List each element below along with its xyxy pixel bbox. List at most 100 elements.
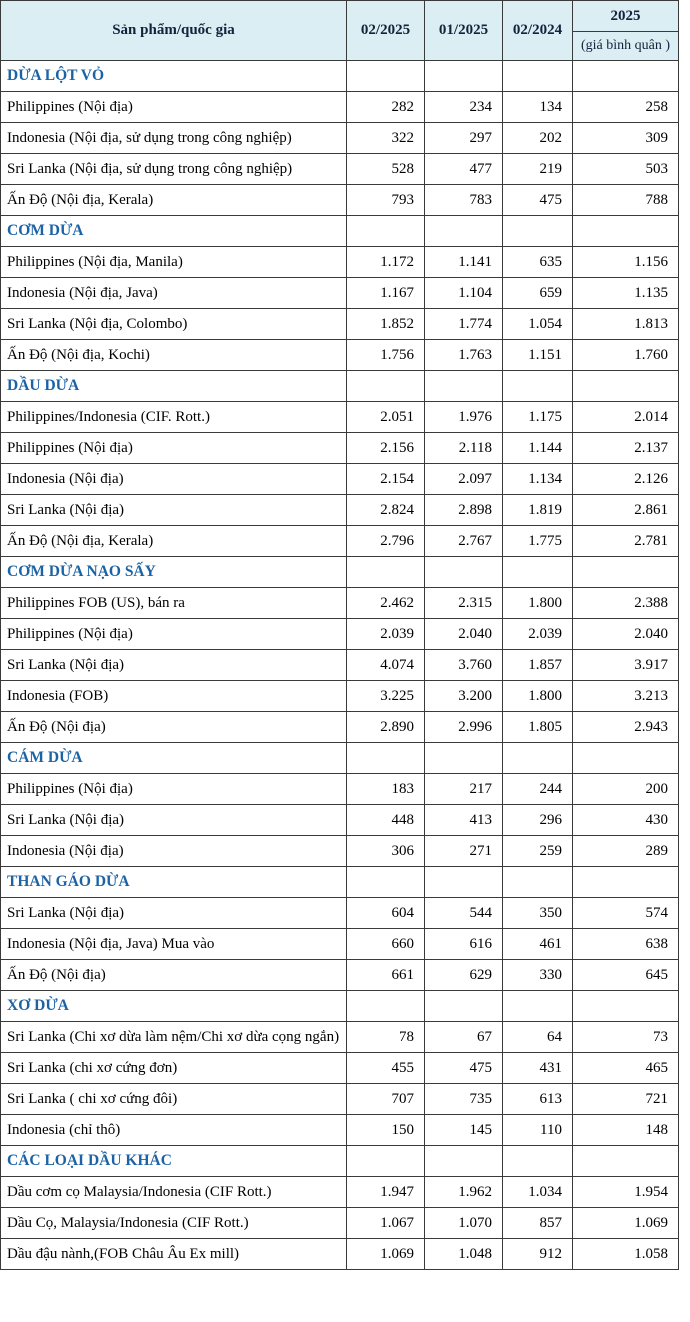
value-cell: 234 [424, 91, 503, 123]
value-cell: 3.225 [346, 680, 425, 712]
empty-cell [346, 990, 425, 1022]
value-cell: 1.800 [502, 680, 573, 712]
section-header-row: DỪA LỘT VỎ [0, 60, 679, 92]
value-cell: 1.104 [424, 277, 503, 309]
value-cell: 306 [346, 835, 425, 867]
value-cell: 544 [424, 897, 503, 929]
value-cell: 430 [572, 804, 679, 836]
value-cell: 64 [502, 1021, 573, 1053]
empty-cell [572, 1145, 679, 1177]
value-cell: 2.388 [572, 587, 679, 619]
table-row: Philippines/Indonesia (CIF. Rott.) 2.051 1… [0, 401, 679, 433]
section-title: DẦU DỪA [0, 370, 347, 402]
value-cell: 2.824 [346, 494, 425, 526]
value-cell: 1.756 [346, 339, 425, 371]
value-cell: 477 [424, 153, 503, 185]
product-label: Ấn Độ (Nội địa) [0, 711, 347, 743]
empty-cell [346, 556, 425, 588]
table-row: Dầu đậu nành,(FOB Châu Âu Ex mill) 1.069 1… [0, 1238, 679, 1270]
value-cell: 1.774 [424, 308, 503, 340]
table-row: Ấn Độ (Nội địa) 661 629 330 645 [0, 959, 679, 991]
value-cell: 2.051 [346, 401, 425, 433]
value-cell: 2.315 [424, 587, 503, 619]
header-average-label: (giá bình quân ) [572, 31, 679, 61]
product-label: Sri Lanka (Nội địa) [0, 494, 347, 526]
empty-cell [424, 742, 503, 774]
value-cell: 1.962 [424, 1176, 503, 1208]
product-label: Indonesia (Nội địa, sử dụng trong công n… [0, 122, 347, 154]
value-cell: 3.760 [424, 649, 503, 681]
header-product-column: Sản phẩm/quốc gia [0, 0, 347, 61]
value-cell: 707 [346, 1083, 425, 1115]
value-cell: 475 [502, 184, 573, 216]
value-cell: 330 [502, 959, 573, 991]
value-cell: 217 [424, 773, 503, 805]
table-row: Philippines FOB (US), bán ra 2.462 2.315 1.… [0, 587, 679, 619]
empty-cell [346, 1145, 425, 1177]
section-header-row: DẦU DỪA [0, 370, 679, 402]
table-body: DỪA LỘT VỎ Philippines (Nội địa) 282 234 134… [0, 60, 679, 1270]
value-cell: 1.135 [572, 277, 679, 309]
product-label: Philippines/Indonesia (CIF. Rott.) [0, 401, 347, 433]
value-cell: 1.167 [346, 277, 425, 309]
empty-cell [424, 1145, 503, 1177]
value-cell: 1.763 [424, 339, 503, 371]
table-row: Indonesia (Nội địa) 306 271 259 289 [0, 835, 679, 867]
product-label: Sri Lanka (Nội địa, sử dụng trong công n… [0, 153, 347, 185]
empty-cell [424, 60, 503, 92]
value-cell: 219 [502, 153, 573, 185]
value-cell: 78 [346, 1021, 425, 1053]
value-cell: 645 [572, 959, 679, 991]
value-cell: 448 [346, 804, 425, 836]
value-cell: 1.151 [502, 339, 573, 371]
table-row: Sri Lanka (Nội địa, Colombo) 1.852 1.774 1.… [0, 308, 679, 340]
value-cell: 2.890 [346, 711, 425, 743]
value-cell: 2.898 [424, 494, 503, 526]
value-cell: 721 [572, 1083, 679, 1115]
value-cell: 783 [424, 184, 503, 216]
value-cell: 616 [424, 928, 503, 960]
value-cell: 660 [346, 928, 425, 960]
value-cell: 1.819 [502, 494, 573, 526]
empty-cell [346, 866, 425, 898]
value-cell: 1.141 [424, 246, 503, 278]
value-cell: 413 [424, 804, 503, 836]
product-label: Philippines (Nội địa) [0, 773, 347, 805]
section-title: CÁC LOẠI DẦU KHÁC [0, 1145, 347, 1177]
value-cell: 2.137 [572, 432, 679, 464]
empty-cell [572, 556, 679, 588]
value-cell: 1.947 [346, 1176, 425, 1208]
value-cell: 1.175 [502, 401, 573, 433]
value-cell: 2.039 [502, 618, 573, 650]
empty-cell [424, 370, 503, 402]
value-cell: 1.800 [502, 587, 573, 619]
header-row-top: Sản phẩm/quốc gia 02/2025 01/2025 02/202… [0, 0, 679, 61]
value-cell: 2.126 [572, 463, 679, 495]
table-row: Indonesia (FOB) 3.225 3.200 1.800 3.213 [0, 680, 679, 712]
empty-cell [424, 990, 503, 1022]
table-row: Sri Lanka (Chi xơ dừa làm nệm/Chi xơ dừa… [0, 1021, 679, 1053]
product-label: Sri Lanka (chi xơ cứng đơn) [0, 1052, 347, 1084]
value-cell: 1.760 [572, 339, 679, 371]
value-cell: 322 [346, 122, 425, 154]
empty-cell [572, 990, 679, 1022]
value-cell: 200 [572, 773, 679, 805]
product-label: Philippines (Nội địa) [0, 618, 347, 650]
value-cell: 788 [572, 184, 679, 216]
product-label: Sri Lanka (Nội địa, Colombo) [0, 308, 347, 340]
empty-cell [572, 866, 679, 898]
table-row: Philippines (Nội địa) 183 217 244 200 [0, 773, 679, 805]
section-header-row: CÁM DỪA [0, 742, 679, 774]
empty-cell [424, 866, 503, 898]
value-cell: 296 [502, 804, 573, 836]
coconut-price-table: Sản phẩm/quốc gia 02/2025 01/2025 02/202… [0, 0, 679, 1270]
value-cell: 1.067 [346, 1207, 425, 1239]
value-cell: 2.040 [424, 618, 503, 650]
empty-cell [502, 990, 573, 1022]
product-label: Sri Lanka ( chi xơ cứng đôi) [0, 1083, 347, 1115]
value-cell: 604 [346, 897, 425, 929]
empty-cell [572, 60, 679, 92]
value-cell: 110 [502, 1114, 573, 1146]
value-cell: 461 [502, 928, 573, 960]
section-header-row: XƠ DỪA [0, 990, 679, 1022]
